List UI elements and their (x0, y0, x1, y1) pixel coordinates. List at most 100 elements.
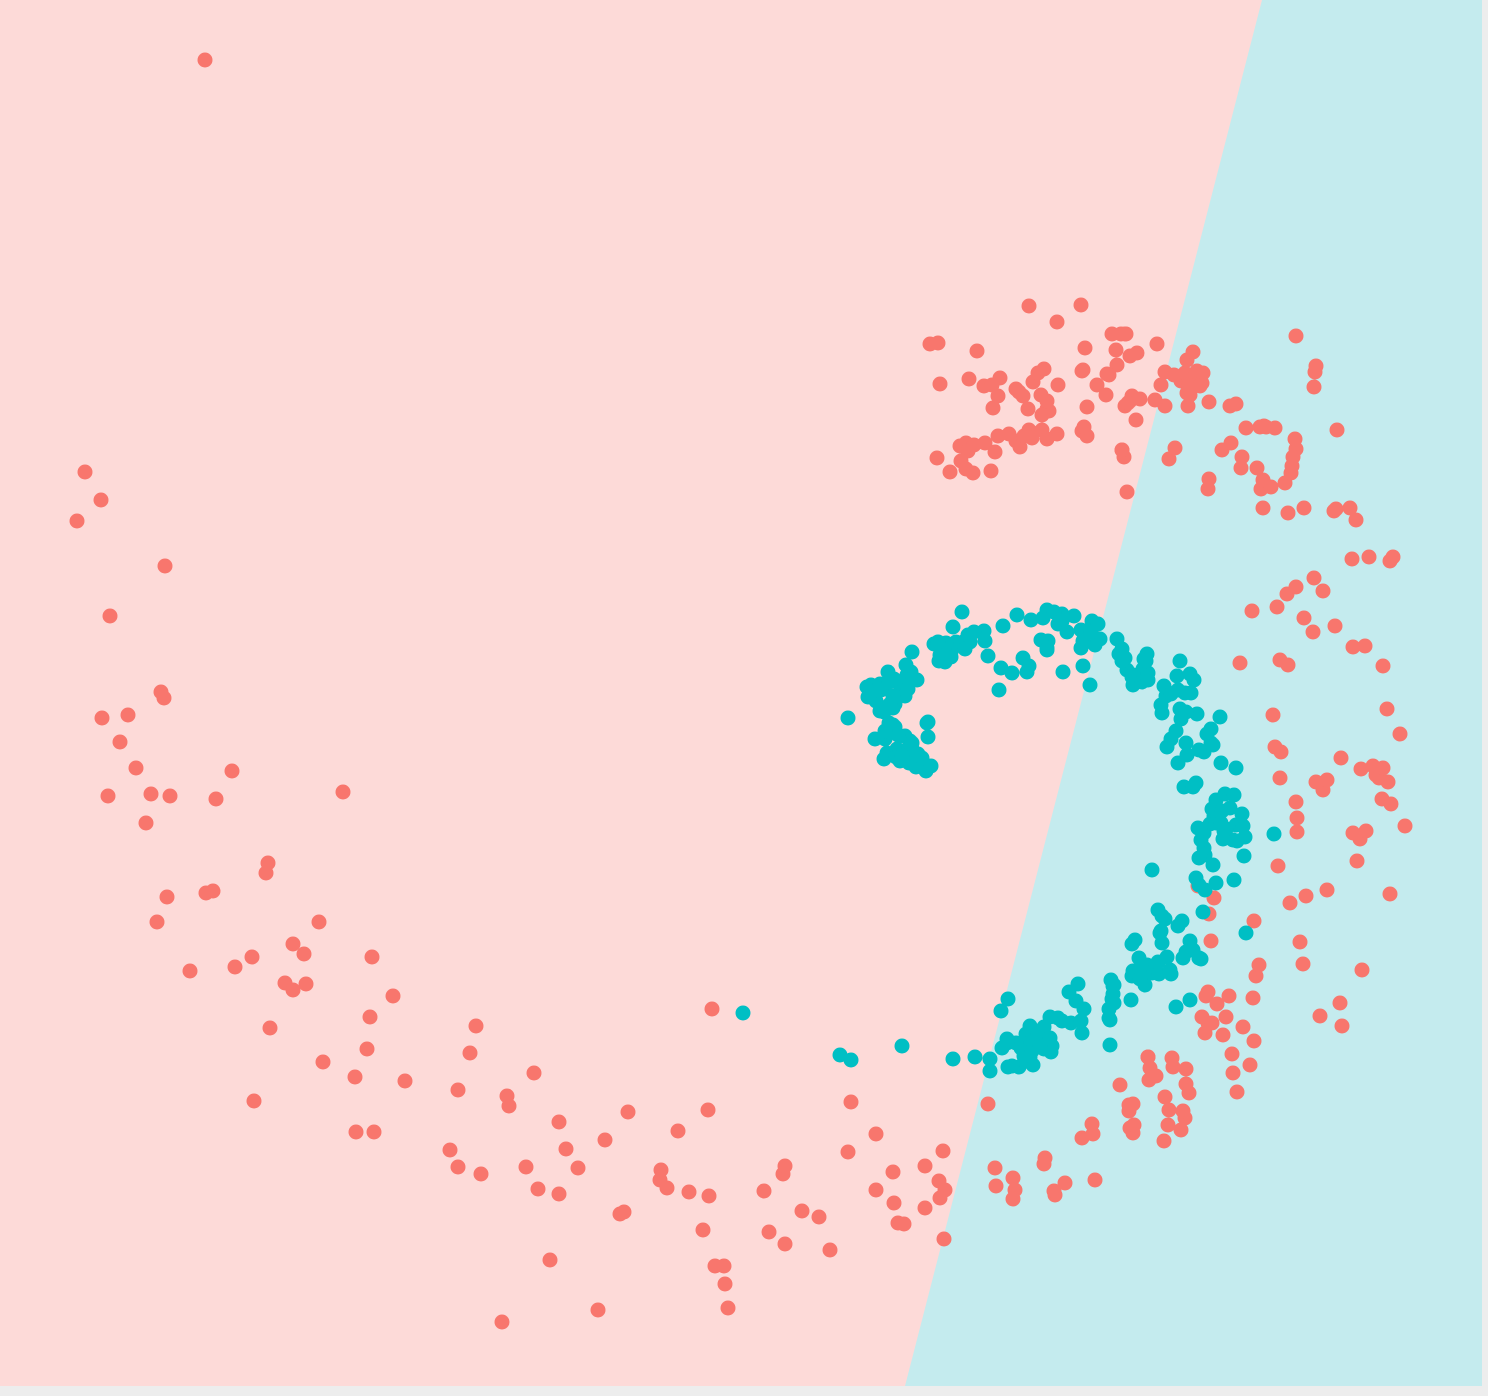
data-point-class-a (1244, 603, 1260, 619)
data-point-class-b (945, 619, 961, 635)
data-point-class-b (920, 729, 936, 745)
data-point-class-a (1077, 340, 1093, 356)
data-point-class-a (1319, 882, 1335, 898)
data-point-class-b (1266, 826, 1282, 842)
data-point-class-a (1120, 395, 1136, 411)
data-point-class-a (1046, 1183, 1062, 1199)
data-point-class-a (1185, 344, 1201, 360)
data-point-class-b (1205, 737, 1221, 753)
data-point-class-a (1273, 744, 1289, 760)
data-point-class-a (335, 784, 351, 800)
data-point-class-a (695, 1222, 711, 1238)
data-point-class-a (208, 791, 224, 807)
data-point-class-a (1380, 774, 1396, 790)
data-point-class-a (811, 1209, 827, 1225)
data-point-class-b (1102, 1037, 1118, 1053)
data-point-class-a (1209, 996, 1225, 1012)
data-point-class-a (1392, 726, 1408, 742)
data-point-class-b (980, 648, 996, 664)
data-point-class-a (348, 1124, 364, 1140)
data-point-class-b (1228, 760, 1244, 776)
data-point-class-a (1280, 505, 1296, 521)
data-point-class-b (920, 714, 936, 730)
data-point-class-a (1223, 435, 1239, 451)
data-point-class-a (143, 786, 159, 802)
data-point-class-b (993, 1003, 1009, 1019)
data-point-class-b (1192, 821, 1208, 837)
data-point-class-a (1197, 1025, 1213, 1041)
data-point-class-a (717, 1276, 733, 1292)
data-point-class-a (1269, 599, 1285, 615)
data-point-class-a (69, 513, 85, 529)
data-point-class-a (1034, 407, 1050, 423)
data-point-class-a (1251, 957, 1267, 973)
data-point-class-a (777, 1236, 793, 1252)
data-point-class-a (1098, 387, 1114, 403)
data-point-class-b (1178, 704, 1194, 720)
data-point-class-a (128, 760, 144, 776)
data-point-class-b (1101, 1010, 1117, 1026)
data-point-class-b (1170, 682, 1186, 698)
data-point-class-a (1353, 761, 1369, 777)
data-point-class-a (1280, 657, 1296, 673)
data-point-class-a (296, 946, 312, 962)
data-point-class-b (1138, 653, 1154, 669)
data-point-class-b (1032, 1038, 1048, 1054)
data-point-class-a (1181, 1085, 1197, 1101)
data-point-class-a (1020, 401, 1036, 417)
data-point-class-a (987, 1160, 1003, 1176)
data-point-class-b (1144, 862, 1160, 878)
data-point-class-b (1168, 999, 1184, 1015)
data-point-class-a (94, 710, 110, 726)
data-point-class-a (1114, 442, 1130, 458)
data-point-class-a (1245, 990, 1261, 1006)
data-point-class-a (1079, 399, 1095, 415)
data-point-class-a (1153, 377, 1169, 393)
data-point-class-a (942, 464, 958, 480)
data-point-class-a (1001, 426, 1017, 442)
data-point-class-b (1073, 1013, 1089, 1029)
data-point-class-b (1236, 848, 1252, 864)
data-point-class-b (1214, 803, 1230, 819)
data-point-class-a (442, 1142, 458, 1158)
data-point-class-b (1004, 1058, 1020, 1074)
data-point-class-a (1345, 825, 1361, 841)
data-point-class-b (1055, 664, 1071, 680)
data-point-class-b (1015, 650, 1031, 666)
data-point-class-a (922, 336, 938, 352)
data-point-class-a (1175, 1103, 1191, 1119)
data-point-class-a (362, 1009, 378, 1025)
data-point-class-a (1112, 1077, 1128, 1093)
data-point-class-a (1049, 314, 1065, 330)
data-point-class-b (905, 748, 921, 764)
data-point-class-a (138, 815, 154, 831)
data-point-class-a (1265, 707, 1281, 723)
data-point-class-b (890, 727, 906, 743)
data-point-class-a (1255, 500, 1271, 516)
data-point-class-a (1282, 895, 1298, 911)
data-point-class-a (1039, 431, 1055, 447)
data-point-class-b (982, 1051, 998, 1067)
data-point-class-a (885, 1164, 901, 1180)
data-point-class-b (1175, 950, 1191, 966)
data-point-class-b (1191, 850, 1207, 866)
data-point-class-a (1005, 1170, 1021, 1186)
data-point-class-a (1379, 701, 1395, 717)
data-point-class-a (1232, 655, 1248, 671)
plot-right-border (1482, 0, 1488, 1396)
data-point-class-a (366, 1124, 382, 1140)
data-point-class-a (1166, 367, 1182, 383)
data-point-class-a (983, 463, 999, 479)
data-point-class-a (162, 788, 178, 804)
data-point-class-b (1059, 624, 1075, 640)
data-point-class-a (917, 1200, 933, 1216)
data-point-class-b (982, 1063, 998, 1079)
data-point-class-a (1057, 1175, 1073, 1191)
data-point-class-b (1208, 875, 1224, 891)
data-point-class-a (988, 1178, 1004, 1194)
data-point-class-a (1201, 394, 1217, 410)
data-point-class-b (1039, 642, 1055, 658)
data-point-class-a (311, 914, 327, 930)
